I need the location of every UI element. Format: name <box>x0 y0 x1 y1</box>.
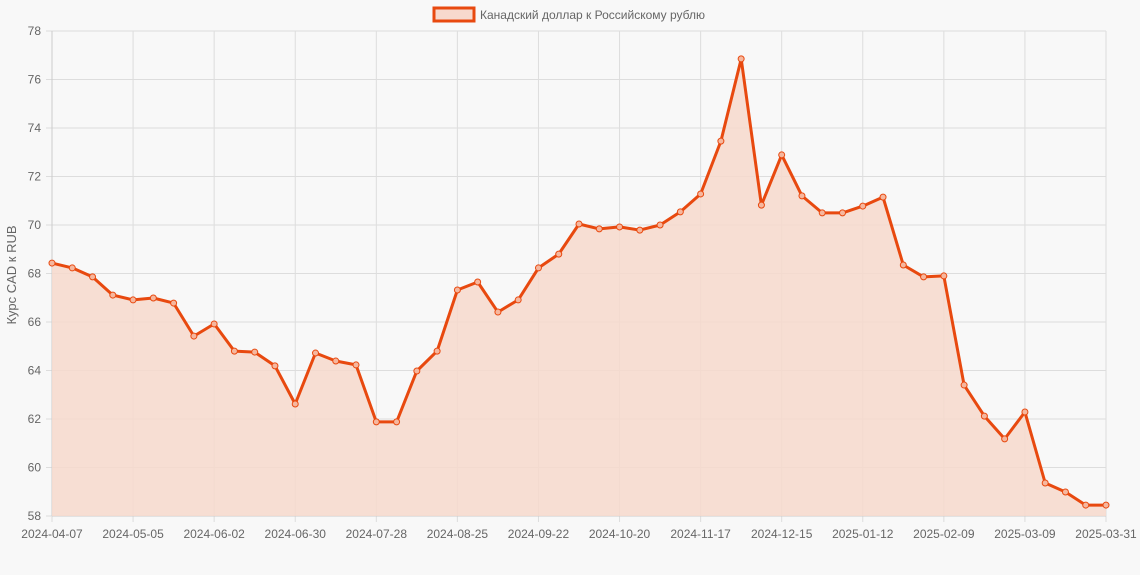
y-tick-label: 78 <box>28 24 42 38</box>
legend[interactable]: Канадский доллар к Российскому рублю <box>432 6 705 23</box>
data-point[interactable] <box>980 412 988 420</box>
data-point[interactable] <box>271 362 279 370</box>
data-point[interactable] <box>534 264 542 272</box>
x-tick-label: 2024-11-17 <box>670 527 731 541</box>
x-tick-label: 2024-07-28 <box>346 527 408 541</box>
legend-label[interactable]: Канадский доллар к Российскому рублю <box>480 8 705 22</box>
data-point[interactable] <box>68 264 76 272</box>
data-point[interactable] <box>1082 501 1090 509</box>
data-point[interactable] <box>656 221 664 229</box>
x-tick-label: 2024-05-05 <box>102 527 164 541</box>
x-tick-label: 2025-03-31 <box>1075 527 1137 541</box>
data-point[interactable] <box>717 137 725 145</box>
data-point[interactable] <box>1102 501 1110 509</box>
x-tick-label: 2024-06-02 <box>183 527 245 541</box>
data-point[interactable] <box>595 225 603 233</box>
data-point[interactable] <box>899 261 907 269</box>
data-points <box>48 55 1110 509</box>
data-point[interactable] <box>960 381 968 389</box>
data-point[interactable] <box>1041 479 1049 487</box>
data-point[interactable] <box>697 190 705 198</box>
data-point[interactable] <box>352 361 360 369</box>
x-tick-label: 2025-03-09 <box>994 527 1056 541</box>
data-point[interactable] <box>170 299 178 307</box>
x-tick-label: 2024-08-25 <box>427 527 489 541</box>
data-point[interactable] <box>413 367 421 375</box>
data-point[interactable] <box>312 349 319 357</box>
data-point[interactable] <box>210 320 218 328</box>
data-point[interactable] <box>109 291 117 299</box>
y-axis-label: Курс CAD к RUB <box>4 225 19 324</box>
data-point[interactable] <box>129 296 137 304</box>
data-point[interactable] <box>676 208 684 216</box>
y-tick-label: 72 <box>28 170 42 184</box>
y-tick-label: 64 <box>28 364 42 378</box>
data-point[interactable] <box>575 220 583 228</box>
y-tick-label: 74 <box>28 121 42 135</box>
data-point[interactable] <box>393 418 401 426</box>
data-point[interactable] <box>818 209 826 217</box>
data-point[interactable] <box>494 308 502 316</box>
x-tick-label: 2024-06-30 <box>265 527 327 541</box>
x-tick-label: 2025-02-09 <box>913 527 975 541</box>
data-point[interactable] <box>839 209 846 217</box>
data-point[interactable] <box>332 357 340 365</box>
data-point[interactable] <box>920 273 928 281</box>
data-point[interactable] <box>453 286 461 294</box>
data-point[interactable] <box>616 223 624 231</box>
data-point[interactable] <box>859 202 867 210</box>
data-point[interactable] <box>89 273 97 281</box>
data-point[interactable] <box>778 151 786 159</box>
data-point[interactable] <box>190 332 198 340</box>
y-tick-label: 62 <box>28 412 42 426</box>
y-axis: 58 60 62 64 66 68 70 72 74 76 78 <box>28 24 42 523</box>
data-point[interactable] <box>940 272 948 280</box>
data-point[interactable] <box>1001 435 1009 443</box>
data-point[interactable] <box>636 226 644 234</box>
legend-swatch[interactable] <box>432 6 476 23</box>
data-point[interactable] <box>514 296 522 304</box>
data-point[interactable] <box>230 347 238 355</box>
data-point[interactable] <box>474 278 482 286</box>
data-point[interactable] <box>149 294 157 302</box>
data-point[interactable] <box>798 192 806 200</box>
data-point[interactable] <box>879 193 887 201</box>
y-tick-label: 58 <box>28 509 42 523</box>
data-point[interactable] <box>737 55 745 63</box>
data-point[interactable] <box>1061 488 1069 496</box>
x-tick-label: 2024-10-20 <box>589 527 651 541</box>
y-tick-label: 68 <box>28 267 42 281</box>
x-tick-label: 2024-09-22 <box>508 527 570 541</box>
data-point[interactable] <box>291 400 299 408</box>
data-point[interactable] <box>1021 408 1029 416</box>
data-point[interactable] <box>757 201 765 209</box>
data-point[interactable] <box>48 259 56 267</box>
series-area-fill <box>52 58 1106 517</box>
x-tick-label: 2024-12-15 <box>751 527 813 541</box>
x-tick-label: 2024-04-07 <box>21 527 83 541</box>
data-point[interactable] <box>372 418 380 426</box>
data-point[interactable] <box>433 347 441 355</box>
y-tick-label: 76 <box>28 73 42 87</box>
data-point[interactable] <box>555 250 563 258</box>
y-tick-label: 66 <box>28 315 42 329</box>
x-tick-label: 2025-01-12 <box>832 527 894 541</box>
y-tick-label: 60 <box>28 461 42 475</box>
y-tick-label: 70 <box>28 218 42 232</box>
x-axis: 2024-04-07 2024-05-05 2024-06-02 2024-06-30… <box>21 527 1137 541</box>
data-point[interactable] <box>251 348 259 356</box>
